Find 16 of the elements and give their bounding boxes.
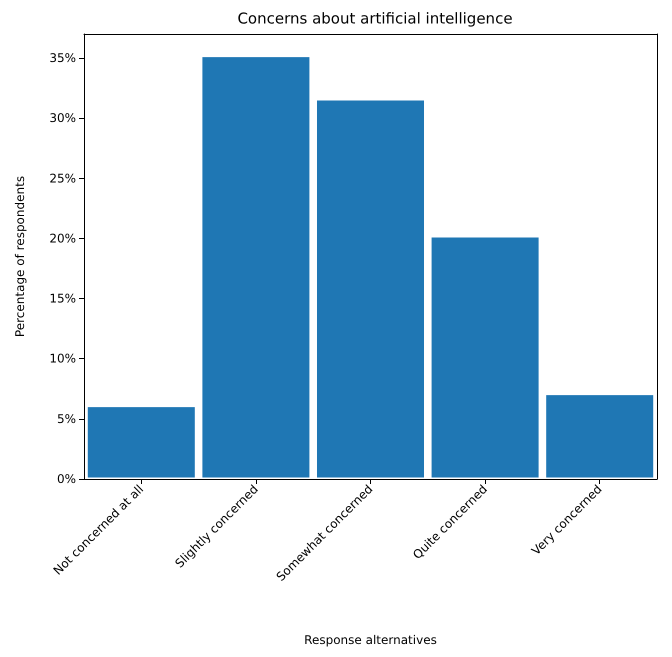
bar xyxy=(430,236,540,479)
y-tick-label: 10% xyxy=(49,352,76,366)
y-tick-label: 35% xyxy=(49,51,76,66)
bar xyxy=(315,98,426,479)
bar xyxy=(544,394,655,479)
y-axis-title: Percentage of respondents xyxy=(13,176,27,338)
y-tick-label: 20% xyxy=(49,231,76,246)
y-tick-label: 0% xyxy=(56,472,76,486)
x-axis-title: Response alternatives xyxy=(304,633,437,647)
chart-title: Concerns about artificial intelligence xyxy=(237,10,513,28)
bar xyxy=(200,56,311,479)
y-tick-label: 30% xyxy=(49,111,76,126)
bar xyxy=(86,406,196,479)
y-tick-label: 25% xyxy=(49,171,76,186)
y-tick-label: 5% xyxy=(56,412,76,426)
y-tick-label: 15% xyxy=(49,292,76,306)
